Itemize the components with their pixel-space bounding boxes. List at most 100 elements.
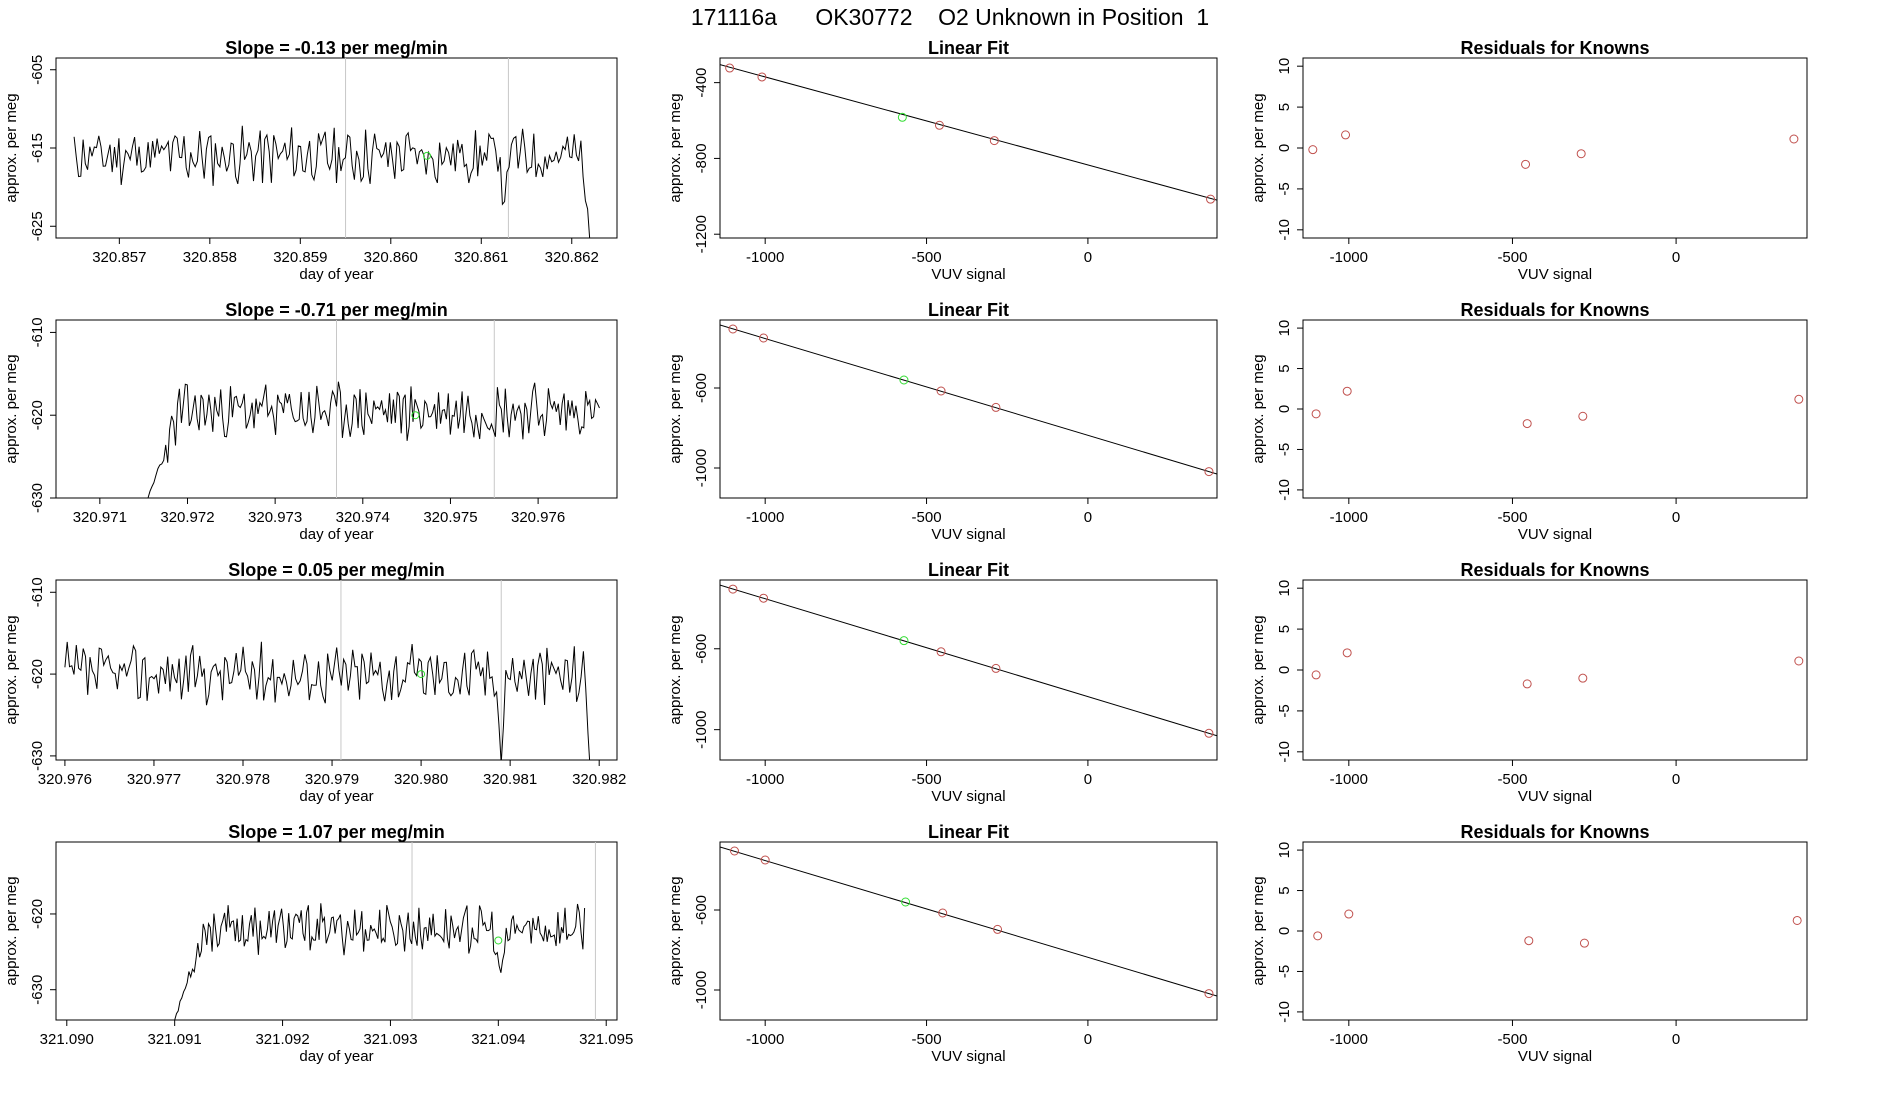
plot-frame <box>1302 319 1808 499</box>
x-tick-label: 320.859 <box>273 249 327 266</box>
unknown-point <box>899 636 909 646</box>
y-tick-label: -615 <box>29 133 46 163</box>
x-axis-label: day of year <box>299 526 373 543</box>
known-point <box>725 63 735 73</box>
x-tick-label: 321.092 <box>255 1031 309 1048</box>
x-axis-label: VUV signal <box>1518 526 1592 543</box>
panel-title: Slope = -0.71 per meg/min <box>225 300 448 320</box>
x-tick-label: 0 <box>1672 771 1680 788</box>
y-tick-label: -630 <box>29 483 46 513</box>
y-axis-label: approx. per meg <box>667 93 684 202</box>
plot-area <box>1313 909 1802 948</box>
y-tick-label: 10 <box>1276 580 1293 597</box>
x-tick-label: -1000 <box>1330 509 1368 526</box>
x-tick-label: 320.858 <box>183 249 237 266</box>
y-axis-label: approx. per meg <box>1250 93 1267 202</box>
residual-panel-row-3: Residuals for Knowns -10 -5 0 5 10 -1000 -500 0 V… <box>1250 560 1808 805</box>
y-tick-label: -600 <box>693 373 710 403</box>
y-tick-label: -10 <box>1276 219 1293 241</box>
plot-area <box>64 580 591 760</box>
y-axis-label: approx. per meg <box>3 615 20 724</box>
unknown-marker <box>494 936 503 945</box>
fit-panel-row-4: Linear Fit -600 -1000 -1000 -500 0 VUV signal a… <box>667 822 1218 1065</box>
trace-panel-row-3: Slope = 0.05 per meg/min-610-620-630320.… <box>3 560 626 805</box>
unknown-point <box>899 375 909 385</box>
x-tick-label: 320.978 <box>216 771 270 788</box>
plot-frame <box>55 579 618 761</box>
residual-point <box>1342 386 1352 396</box>
x-tick-label: -500 <box>912 1031 942 1048</box>
x-tick-label: 320.973 <box>248 509 302 526</box>
y-tick-label: 0 <box>1276 927 1293 935</box>
x-tick-label: 320.975 <box>423 509 477 526</box>
x-tick-label: 320.861 <box>454 249 508 266</box>
x-tick-label: 321.094 <box>471 1031 525 1048</box>
known-point <box>1204 728 1214 738</box>
residual-panel-row-4: Residuals for Knowns -10 -5 0 5 10 -1000 -500 0 V… <box>1250 822 1808 1065</box>
fit-line <box>720 324 1217 475</box>
x-tick-label: 320.977 <box>127 771 181 788</box>
residual-panel-row-1: Residuals for Knowns -10 -5 0 5 10 -1000 -500 0 V… <box>1250 38 1808 283</box>
y-tick-label: -600 <box>693 634 710 664</box>
fit-panel-row-2: Linear Fit -600 -1000 -1000 -500 0 VUV signal a… <box>667 300 1218 543</box>
panel-title: Residuals for Knowns <box>1460 822 1649 842</box>
x-tick-label: 320.979 <box>305 771 359 788</box>
y-tick-label: -600 <box>693 895 710 925</box>
x-axis-label: VUV signal <box>1518 1048 1592 1065</box>
y-tick-label: -10 <box>1276 741 1293 763</box>
plot-area <box>1311 386 1804 429</box>
x-axis-label: day of year <box>299 788 373 805</box>
residual-point <box>1792 915 1802 925</box>
residual-point <box>1522 679 1532 689</box>
plot-area <box>720 63 1217 204</box>
y-tick-label: 5 <box>1276 103 1293 111</box>
unknown-marker <box>411 411 420 420</box>
figure-title: 171116a OK30772 O2 Unknown in Position 1 <box>690 4 1210 30</box>
residual-point <box>1521 159 1531 169</box>
x-tick-label: 320.980 <box>394 771 448 788</box>
known-point <box>989 136 999 146</box>
residual-point <box>1578 411 1588 421</box>
x-axis-label: VUV signal <box>931 788 1005 805</box>
y-tick-label: -10 <box>1276 479 1293 501</box>
y-tick-label: -625 <box>29 211 46 241</box>
y-axis-label: approx. per meg <box>3 93 20 202</box>
plot-frame <box>719 579 1218 761</box>
residual-point <box>1308 145 1318 155</box>
x-tick-label: -500 <box>1497 771 1527 788</box>
y-tick-label: -400 <box>693 68 710 98</box>
residual-point <box>1794 394 1804 404</box>
data-trace <box>147 381 600 498</box>
y-tick-label: -1000 <box>693 710 710 748</box>
residual-point <box>1344 909 1354 919</box>
plot-frame <box>1302 57 1808 239</box>
plot-area <box>1308 130 1799 169</box>
x-axis-label: VUV signal <box>931 1048 1005 1065</box>
residual-point <box>1522 419 1532 429</box>
y-tick-label: -5 <box>1276 443 1293 456</box>
y-tick-label: -5 <box>1276 182 1293 195</box>
panel-title: Residuals for Knowns <box>1460 38 1649 58</box>
known-point <box>759 333 769 343</box>
known-point <box>936 386 946 396</box>
known-point <box>1204 467 1214 477</box>
x-tick-label: -500 <box>1497 1031 1527 1048</box>
y-tick-label: -620 <box>29 400 46 430</box>
x-axis-label: VUV signal <box>931 526 1005 543</box>
x-tick-label: -1000 <box>1330 249 1368 266</box>
fit-line <box>720 64 1217 201</box>
fit-line <box>720 584 1217 737</box>
unknown-point <box>897 112 907 122</box>
plot-frame <box>719 57 1218 239</box>
y-tick-label: -1000 <box>693 449 710 487</box>
x-tick-label: 0 <box>1084 1031 1092 1048</box>
y-tick-label: -610 <box>29 317 46 347</box>
x-tick-label: 0 <box>1672 1031 1680 1048</box>
plot-area <box>147 320 600 498</box>
known-point <box>728 584 738 594</box>
x-tick-label: -1000 <box>746 771 784 788</box>
y-tick-label: 10 <box>1276 58 1293 75</box>
y-axis-label: approx. per meg <box>667 876 684 985</box>
y-tick-label: -630 <box>29 975 46 1005</box>
y-axis-label: approx. per meg <box>667 615 684 724</box>
